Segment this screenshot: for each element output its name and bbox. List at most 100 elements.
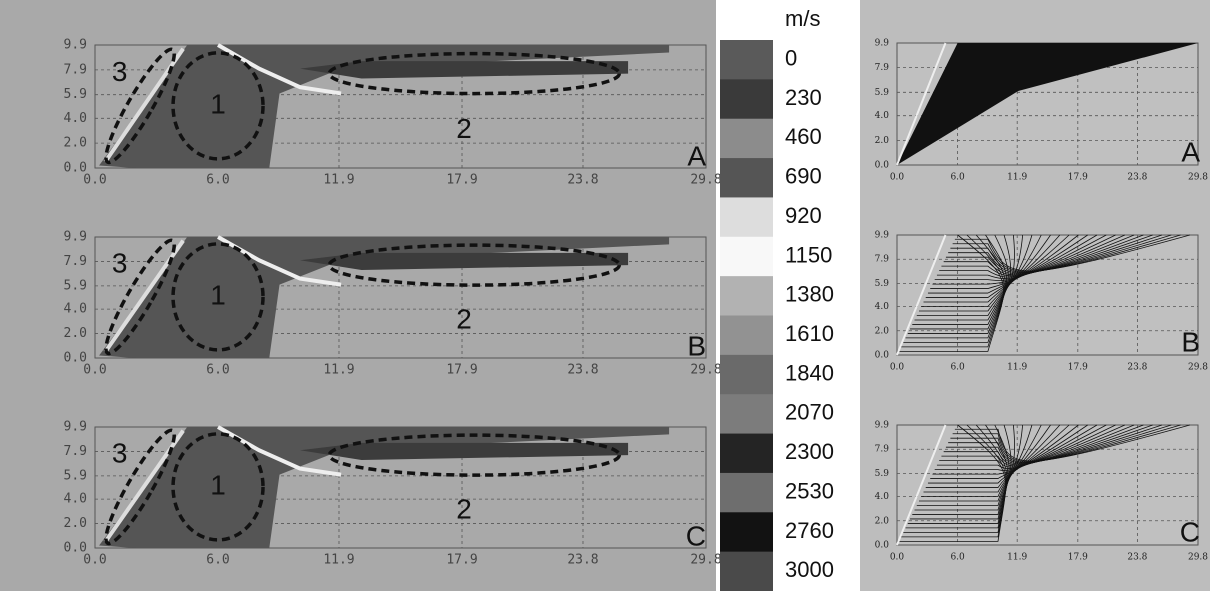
colorbar-swatch: [720, 433, 773, 474]
x-tick-label: 0.0: [83, 553, 106, 568]
ray-path: [936, 424, 1116, 469]
y-tick-label: 4.0: [64, 111, 87, 126]
panel-letter: C: [1180, 516, 1200, 547]
y-tick-label: 2.0: [875, 326, 890, 336]
x-tick-label: 23.8: [1127, 553, 1147, 563]
velocity-region: [99, 45, 670, 168]
y-tick-label: 9.9: [875, 39, 890, 49]
y-tick-label: 0.0: [875, 541, 890, 551]
colorbar-label: 1150: [785, 242, 832, 267]
y-tick-label: 7.9: [64, 254, 87, 269]
x-tick-label: 29.8: [690, 553, 721, 568]
colorbar-swatch: [720, 118, 773, 159]
colorbar-label: 690: [785, 164, 822, 189]
colorbar-label: 3000: [785, 557, 834, 582]
region-outline: [327, 433, 622, 477]
x-tick-label: 6.0: [950, 363, 965, 373]
y-tick-label: 4.0: [875, 111, 890, 121]
panel-letter: C: [686, 520, 706, 551]
ray-path: [941, 234, 1135, 277]
x-tick-label: 0.0: [83, 363, 106, 378]
y-tick-label: 2.0: [64, 326, 87, 341]
region-outline: [327, 51, 622, 96]
velocity-region: [300, 442, 629, 460]
ray-path: [950, 424, 1172, 463]
colorbar-swatch: [720, 79, 773, 120]
x-tick-label: 23.8: [567, 363, 598, 378]
y-tick-label: 7.9: [875, 445, 890, 455]
y-tick-label: 9.9: [64, 230, 87, 245]
ray-path: [952, 424, 1181, 463]
panel-letter: B: [1181, 326, 1200, 357]
plot-area: [896, 424, 1199, 546]
ray-path: [939, 424, 1126, 468]
y-tick-label: 2.0: [875, 516, 890, 526]
region-label: 2: [456, 113, 472, 144]
x-tick-label: 0.0: [83, 173, 106, 188]
ray-front: [896, 424, 947, 546]
velocity-region: [99, 427, 670, 548]
ray-front: [896, 42, 947, 166]
region-label: 2: [456, 304, 472, 335]
y-tick-label: 0.0: [64, 161, 87, 176]
colorbar-swatch: [720, 354, 773, 395]
velocity-region: [300, 252, 629, 270]
colorbar-swatch: [720, 512, 773, 553]
velocity-region: [99, 237, 670, 358]
region-label: 3: [112, 56, 128, 87]
x-tick-label: 0.0: [890, 173, 905, 183]
y-tick-label: 7.9: [64, 444, 87, 459]
ray-path: [954, 234, 1191, 272]
x-tick-label: 17.9: [446, 553, 477, 568]
colorbar-label: 0: [785, 45, 797, 70]
region-label: 1: [210, 88, 226, 119]
x-tick-label: 11.9: [1007, 173, 1027, 183]
region-outline: [171, 242, 265, 352]
region-label: 1: [210, 279, 226, 310]
ray-path: [898, 424, 1007, 542]
x-tick-label: 6.0: [206, 553, 229, 568]
colorbar-label: 1610: [785, 321, 834, 346]
y-tick-label: 5.9: [875, 279, 890, 289]
x-tick-label: 29.8: [1188, 363, 1208, 373]
x-tick-label: 29.8: [1188, 553, 1208, 563]
y-tick-label: 2.0: [875, 136, 890, 146]
panel-letter: A: [687, 140, 706, 171]
region-outline: [104, 428, 176, 546]
x-tick-label: 6.0: [206, 363, 229, 378]
ray-fan: [897, 43, 1198, 165]
x-tick-label: 17.9: [446, 363, 477, 378]
y-tick-label: 2.0: [64, 516, 87, 531]
colorbar-label: 2530: [785, 478, 834, 503]
region-outline: [171, 51, 265, 161]
colorbar-swatch: [720, 551, 773, 591]
region-outline: [327, 243, 622, 287]
ray-path: [948, 424, 1163, 464]
ray-path: [934, 424, 1107, 471]
x-tick-label: 6.0: [206, 173, 229, 188]
y-tick-label: 7.9: [64, 62, 87, 77]
y-tick-label: 5.9: [64, 87, 87, 102]
region-label: 3: [112, 248, 128, 279]
y-tick-label: 4.0: [875, 302, 890, 312]
x-tick-label: 23.8: [567, 553, 598, 568]
colorbar-swatch: [720, 197, 773, 238]
x-tick-label: 17.9: [1068, 553, 1088, 563]
panel-letter: A: [1181, 136, 1200, 167]
x-tick-label: 23.8: [1127, 173, 1147, 183]
y-tick-label: 9.9: [64, 420, 87, 435]
x-tick-label: 17.9: [446, 173, 477, 188]
x-tick-label: 23.8: [567, 173, 598, 188]
ray-path: [943, 234, 1144, 276]
y-tick-label: 0.0: [64, 541, 87, 556]
y-tick-label: 5.9: [64, 468, 87, 483]
x-tick-label: 29.8: [690, 173, 721, 188]
x-tick-label: 29.8: [690, 363, 721, 378]
x-tick-label: 6.0: [950, 553, 965, 563]
colorbar-swatch: [720, 394, 773, 435]
y-tick-label: 0.0: [875, 161, 890, 171]
y-tick-label: 9.9: [875, 421, 890, 431]
ray-path: [943, 424, 1144, 466]
y-tick-label: 4.0: [64, 492, 87, 507]
